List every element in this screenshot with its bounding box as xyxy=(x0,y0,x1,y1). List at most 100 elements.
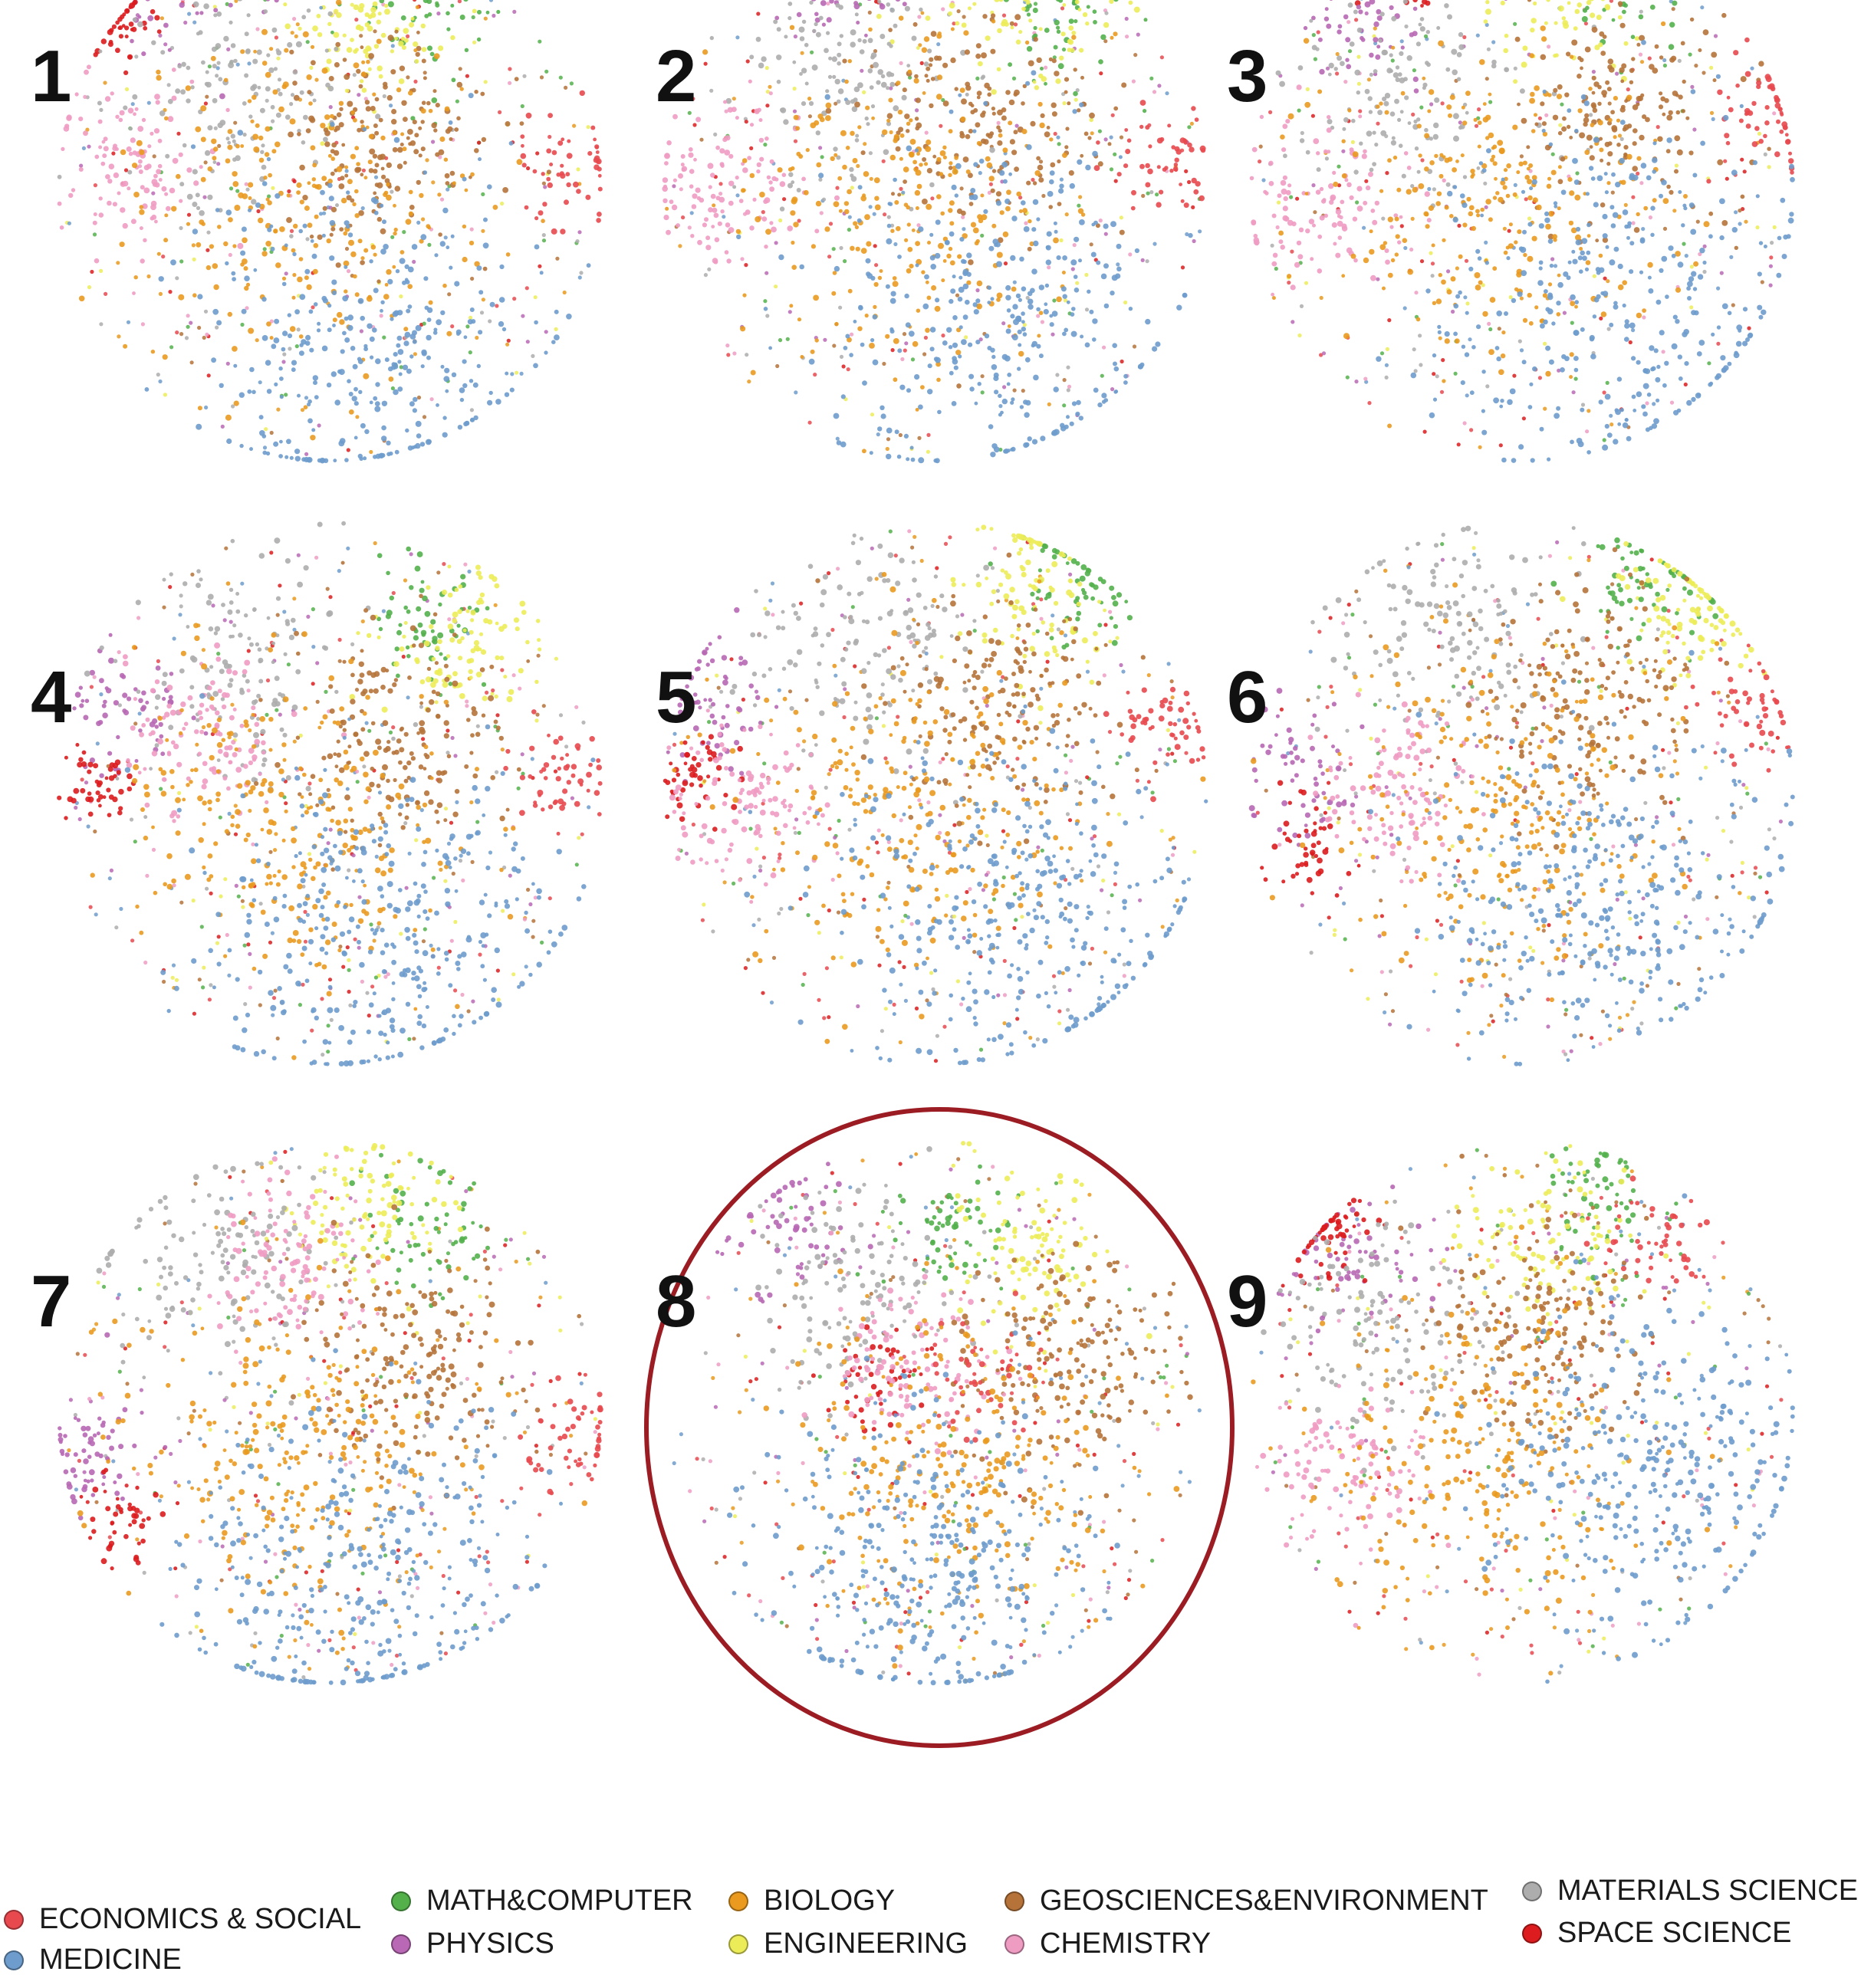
scatter-point xyxy=(384,283,389,287)
scatter-point xyxy=(1641,404,1646,409)
scatter-point xyxy=(244,182,248,186)
scatter-point xyxy=(1062,294,1067,299)
scatter-point xyxy=(1514,36,1521,42)
scatter-point xyxy=(1326,23,1332,29)
scatter-point xyxy=(1586,134,1593,141)
scatter-point xyxy=(132,94,138,100)
scatter-point xyxy=(966,280,972,285)
scatter-point xyxy=(1527,0,1532,2)
scatter-point xyxy=(405,219,412,225)
scatter-point xyxy=(975,53,981,59)
scatter-point xyxy=(1567,1,1571,5)
scatter-point xyxy=(416,31,420,35)
scatter-point xyxy=(1312,223,1316,228)
scatter-point xyxy=(1668,110,1673,116)
scatter-point xyxy=(987,301,991,304)
scatter-point xyxy=(1580,407,1585,412)
scatter-point xyxy=(1604,190,1609,195)
scatter-point xyxy=(311,305,315,310)
scatter-point xyxy=(1609,0,1613,3)
scatter-point xyxy=(305,40,310,44)
scatter-point xyxy=(167,116,174,123)
scatter-point xyxy=(1003,0,1009,2)
scatter-point xyxy=(1409,247,1414,252)
scatter-point xyxy=(1394,98,1399,104)
scatter-point xyxy=(1429,160,1435,166)
scatter-point xyxy=(496,9,501,15)
scatter-point xyxy=(1077,108,1081,113)
scatter-point xyxy=(1383,100,1389,107)
scatter-point xyxy=(1487,321,1491,326)
scatter-point xyxy=(1268,181,1274,186)
scatter-point xyxy=(1054,71,1060,77)
scatter-point xyxy=(554,327,558,331)
scatter-point xyxy=(1062,153,1067,159)
scatter-point xyxy=(988,245,995,251)
scatter-point xyxy=(1516,271,1522,278)
scatter-point xyxy=(327,11,334,17)
scatter-point xyxy=(1650,205,1656,211)
scatter-point xyxy=(913,166,919,173)
scatter-point xyxy=(1012,388,1017,393)
scatter-point xyxy=(1349,195,1354,200)
scatter-point xyxy=(225,2,229,6)
scatter-point xyxy=(305,237,310,242)
scatter-point xyxy=(810,50,814,54)
scatter-point xyxy=(1481,283,1485,288)
scatter-point xyxy=(206,373,211,378)
scatter-point xyxy=(485,10,490,15)
scatter-point xyxy=(242,193,248,199)
scatter-point xyxy=(179,259,184,264)
scatter-point xyxy=(942,340,948,346)
scatter-point xyxy=(277,77,282,82)
scatter-point xyxy=(258,157,265,163)
scatter-point xyxy=(278,366,283,371)
scatter-point xyxy=(1647,56,1652,61)
scatter-point xyxy=(1504,67,1508,71)
scatter-point xyxy=(265,86,271,92)
scatter-point xyxy=(1381,49,1388,56)
scatter-point xyxy=(381,174,386,179)
scatter-point xyxy=(851,106,858,113)
scatter-point xyxy=(1639,35,1646,41)
scatter-point xyxy=(814,12,819,17)
scatter-point xyxy=(366,295,373,302)
scatter-point xyxy=(443,235,448,240)
scatter-point xyxy=(1319,68,1325,75)
scatter-point xyxy=(928,63,933,67)
scatter-point xyxy=(828,222,834,226)
scatter-point xyxy=(1082,12,1088,18)
scatter-point xyxy=(897,255,902,259)
scatter-point xyxy=(1628,340,1632,345)
scatter-point xyxy=(1556,312,1561,317)
scatter-point xyxy=(314,77,319,82)
scatter-point xyxy=(1502,185,1508,190)
scatter-point xyxy=(1156,165,1161,169)
scatter-point xyxy=(713,259,718,265)
scatter-point xyxy=(886,118,891,123)
scatter-point xyxy=(990,48,996,54)
scatter-point xyxy=(1310,113,1315,118)
scatter-point xyxy=(487,399,493,406)
scatter-point xyxy=(1333,67,1338,71)
scatter-point xyxy=(1560,156,1566,162)
scatter-point xyxy=(1600,311,1607,317)
scatter-point xyxy=(1665,294,1669,299)
scatter-point xyxy=(209,244,214,249)
scatter-point xyxy=(92,220,97,225)
scatter-point xyxy=(257,85,261,90)
scatter-point xyxy=(373,191,377,196)
scatter-point xyxy=(1412,68,1416,73)
scatter-point xyxy=(373,175,379,179)
scatter-point xyxy=(97,100,102,106)
scatter-point xyxy=(1711,51,1718,58)
scatter-point xyxy=(1513,66,1517,71)
scatter-point xyxy=(936,377,941,383)
scatter-point xyxy=(952,356,957,361)
scatter-point xyxy=(123,105,128,110)
scatter-point xyxy=(413,0,417,2)
scatter-point xyxy=(481,136,487,143)
scatter-point xyxy=(1331,222,1337,228)
scatter-point xyxy=(948,345,953,350)
scatter-point xyxy=(1693,261,1699,267)
